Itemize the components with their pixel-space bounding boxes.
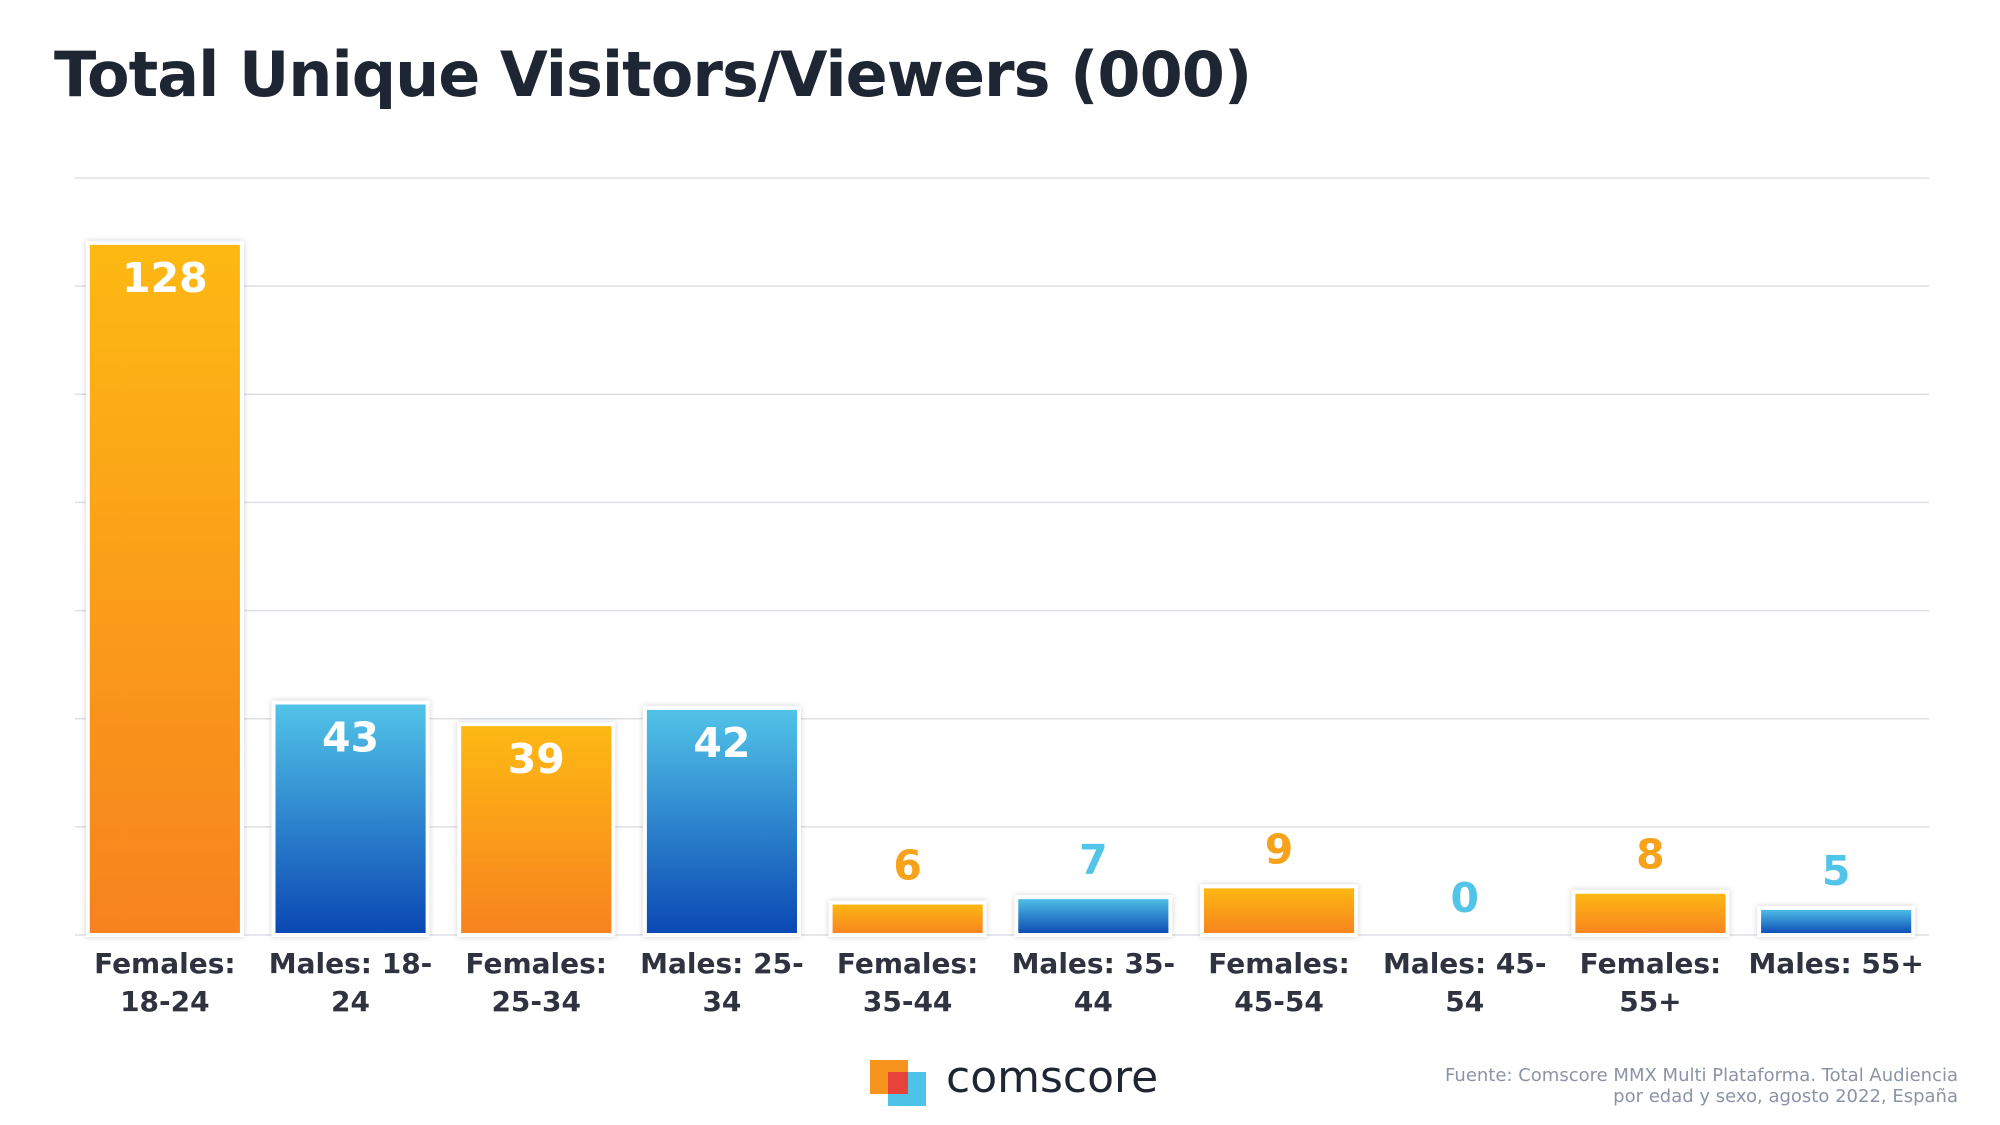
x-tick-label: Males: 18-24: [268, 947, 433, 1018]
bar: [642, 705, 802, 938]
x-tick-label: Females: 55+: [1579, 947, 1722, 1018]
x-tick-label: Males: 55+: [1748, 947, 1924, 980]
value-label: 5: [1822, 847, 1851, 895]
bar: [457, 722, 616, 937]
value-label: 39: [508, 735, 565, 783]
value-label: 7: [1079, 836, 1108, 884]
value-label: 8: [1636, 831, 1665, 879]
value-label: 42: [693, 719, 750, 767]
x-tick-label: Females: 25-34: [465, 947, 607, 1018]
value-label: 6: [893, 842, 922, 890]
bar: [1014, 895, 1173, 938]
chart-title: Total Unique Visitors/Viewers (000): [54, 38, 1252, 111]
value-label: 0: [1450, 874, 1479, 922]
value-label: 9: [1265, 825, 1294, 873]
x-tick-label: Females: 35-44: [836, 947, 979, 1018]
bar: [85, 240, 244, 937]
bar: [1571, 889, 1730, 937]
bar: [271, 700, 430, 937]
x-tick-label: Males: 35-44: [1011, 947, 1176, 1018]
source-note: Fuente: Comscore MMX Multi Plataforma. T…: [1445, 1065, 1958, 1107]
logo-text: comscore: [946, 1052, 1159, 1103]
x-tick-label: Females: 18-24: [94, 947, 236, 1018]
x-tick-label: Females: 45-54: [1208, 947, 1350, 1018]
x-tick-label: Males: 45-54: [1382, 947, 1547, 1018]
bar: [1199, 884, 1359, 937]
bar: [1757, 905, 1916, 938]
bar: [828, 900, 987, 937]
value-label: 43: [322, 713, 379, 761]
logo-mark: [870, 1060, 926, 1106]
value-label: 128: [122, 254, 208, 302]
x-tick-label: Males: 25-34: [640, 947, 804, 1018]
